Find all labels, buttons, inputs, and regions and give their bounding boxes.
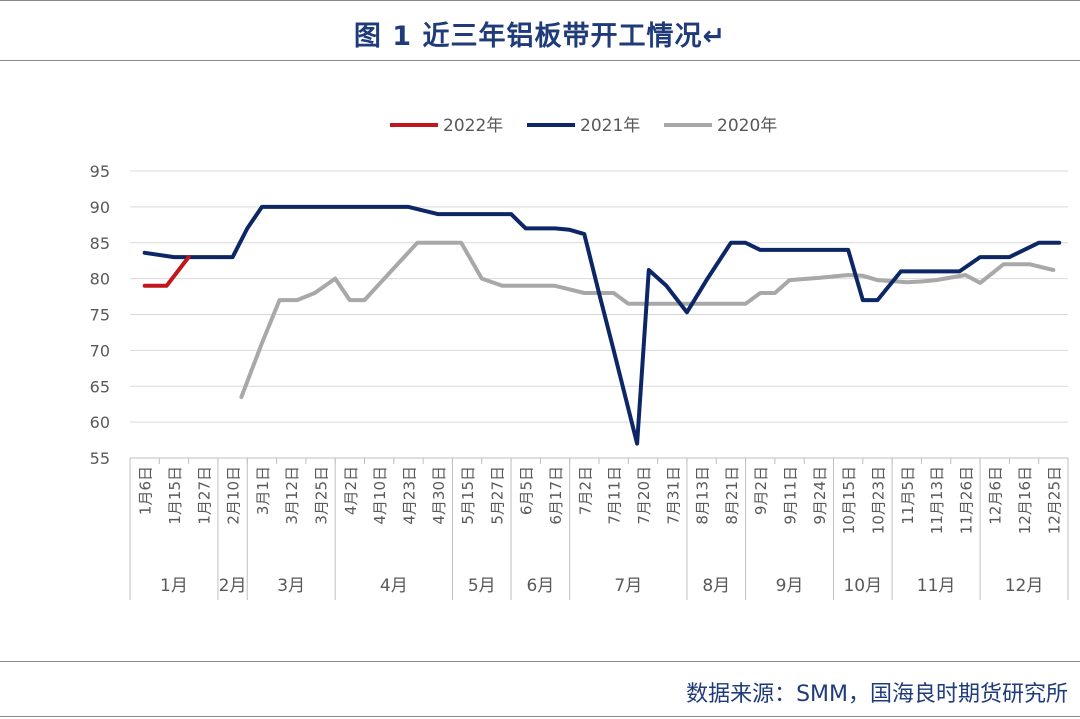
x-tick-label: 6月17日 (547, 466, 565, 525)
x-tick-label: 12月25日 (1045, 466, 1063, 534)
x-tick-label: 9月24日 (811, 466, 829, 525)
x-tick-label: 3月1日 (254, 466, 272, 515)
x-tick-label: 12月6日 (987, 466, 1005, 525)
y-tick-label: 85 (90, 234, 110, 253)
y-tick-label: 80 (90, 270, 110, 289)
x-tick-label: 1月15日 (166, 466, 184, 525)
y-tick-label: 65 (90, 377, 110, 396)
series-line-2020年 (239, 240, 1056, 399)
month-label: 1月 (160, 576, 188, 596)
x-tick-label: 1月27日 (195, 466, 213, 525)
x-tick-label: 7月31日 (664, 466, 682, 525)
x-tick-label: 11月13日 (928, 466, 946, 534)
x-tick-label: 3月25日 (313, 466, 331, 525)
series-line-2022年 (142, 255, 191, 288)
x-tick-label: 4月10日 (371, 466, 389, 525)
x-tick-label: 4月23日 (400, 466, 418, 525)
bottom-rule-2 (0, 716, 1080, 717)
month-label: 9月 (776, 576, 804, 596)
y-tick-label: 95 (90, 162, 110, 181)
x-tick-label: 7月2日 (576, 466, 594, 515)
month-label: 7月 (614, 576, 642, 596)
x-tick-label: 12月16日 (1016, 466, 1034, 534)
month-label: 8月 (702, 576, 730, 596)
figure-title: 图 1 近三年铝板带开工情况↵ (353, 21, 727, 52)
x-tick-label: 5月15日 (459, 466, 477, 525)
x-tick-label: 1月6日 (137, 466, 155, 515)
month-label: 6月 (526, 576, 554, 596)
x-tick-label: 10月23日 (869, 466, 887, 534)
x-tick-label: 7月20日 (635, 466, 653, 525)
month-label: 2月 (219, 576, 247, 596)
x-tick-label: 2月10日 (225, 466, 243, 525)
x-tick-label: 7月11日 (606, 466, 624, 525)
month-label: 3月 (277, 576, 305, 596)
month-label: 10月 (843, 576, 882, 596)
y-tick-label: 75 (90, 306, 110, 325)
bottom-rule (0, 661, 1080, 662)
month-label: 12月 (1005, 576, 1044, 596)
source-note: 数据来源：SMM，国海良时期货研究所 (686, 682, 1068, 707)
y-tick-label: 60 (90, 413, 110, 432)
legend-label: 2022年 (443, 116, 503, 136)
x-tick-label: 9月2日 (752, 466, 770, 515)
legend-label: 2021年 (580, 116, 640, 136)
y-tick-label: 55 (90, 449, 110, 468)
month-label: 11月 (917, 576, 956, 596)
x-tick-label: 11月26日 (957, 466, 975, 534)
x-tick-label: 11月5日 (899, 466, 917, 525)
series-line-2021年 (142, 204, 1062, 446)
x-tick-label: 5月27日 (488, 466, 506, 525)
y-tick-label: 90 (90, 198, 110, 217)
x-tick-label: 3月12日 (283, 466, 301, 525)
x-tick-label: 8月13日 (694, 466, 712, 525)
x-tick-label: 4月2日 (342, 466, 360, 515)
x-tick-label: 6月5日 (518, 466, 536, 515)
month-label: 5月 (468, 576, 496, 596)
top-rule (0, 0, 1080, 1)
y-tick-label: 70 (90, 341, 110, 360)
x-tick-label: 4月30日 (430, 466, 448, 525)
x-tick-label: 9月11日 (782, 466, 800, 525)
legend-label: 2020年 (717, 116, 777, 136)
month-label: 4月 (380, 576, 408, 596)
x-tick-label: 8月21日 (723, 466, 741, 525)
title-rule (0, 60, 1080, 61)
x-tick-label: 10月15日 (840, 466, 858, 534)
